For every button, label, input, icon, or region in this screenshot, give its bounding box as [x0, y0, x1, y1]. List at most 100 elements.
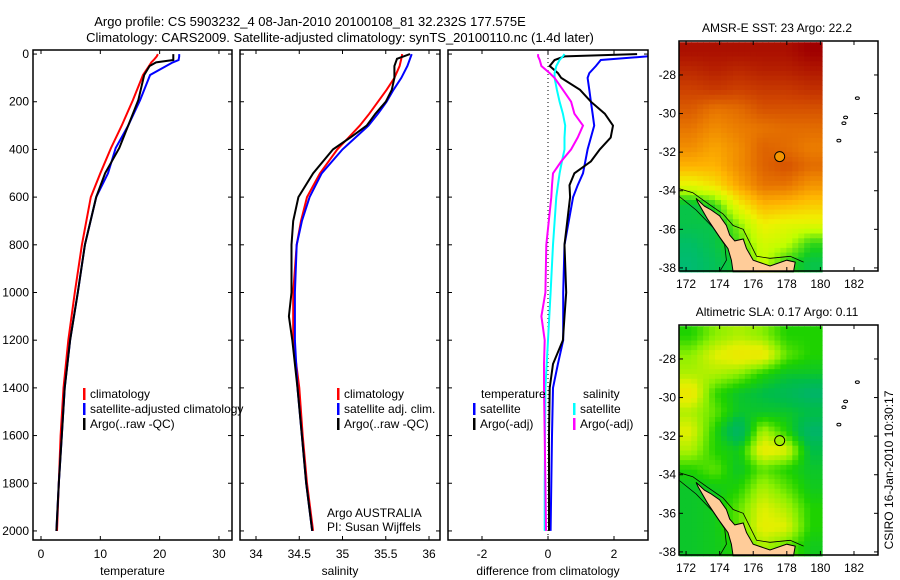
heatmap-cell — [762, 464, 770, 471]
heatmap-cell — [709, 359, 716, 365]
heatmap-cell — [721, 469, 728, 476]
heatmap-cell — [792, 200, 799, 206]
heatmap-cell — [685, 359, 692, 365]
heatmap-cell — [691, 527, 698, 533]
x-tick-label: 10 — [94, 547, 108, 561]
heatmap-cell — [816, 531, 823, 538]
heatmap-cell — [804, 109, 811, 115]
heatmap-cell — [744, 436, 752, 442]
heatmap-cell — [732, 359, 740, 365]
heatmap-cell — [709, 252, 716, 258]
heatmap-cell — [786, 431, 793, 437]
heatmap-cell — [709, 257, 716, 263]
heatmap-cell — [786, 152, 793, 158]
heatmap-cell — [750, 166, 758, 172]
heatmap-cell — [750, 51, 758, 58]
heatmap-cell — [780, 474, 787, 480]
heatmap-cell — [726, 335, 734, 342]
heatmap-cell — [792, 460, 799, 466]
heatmap-cell — [774, 498, 781, 504]
heatmap-cell — [798, 484, 805, 490]
heatmap-cell — [768, 350, 775, 356]
heatmap-cell — [768, 190, 775, 196]
heatmap-cell — [756, 469, 764, 476]
heatmap-cell — [732, 104, 740, 110]
heatmap-cell — [685, 228, 692, 235]
heatmap-cell — [685, 464, 692, 471]
heatmap-cell — [721, 204, 728, 211]
heatmap-cell — [768, 421, 775, 428]
heatmap-cell — [780, 219, 787, 225]
heatmap-cell — [685, 80, 692, 86]
heatmap-cell — [691, 118, 698, 125]
heatmap-cell — [738, 421, 746, 428]
heatmap-cell — [816, 252, 823, 258]
heatmap-cell — [721, 431, 728, 437]
heatmap-cell — [810, 441, 817, 447]
heatmap-cell — [732, 118, 740, 125]
heatmap-cell — [732, 85, 740, 91]
heatmap-cell — [780, 257, 787, 263]
heatmap-cell — [762, 527, 770, 533]
heatmap-cell — [726, 56, 734, 62]
heatmap-cell — [721, 152, 728, 158]
heatmap-cell — [798, 517, 805, 523]
heatmap-cell — [816, 99, 823, 105]
heatmap-cell — [738, 350, 746, 356]
heatmap-cell — [709, 42, 716, 48]
heatmap-cell — [756, 152, 764, 158]
heatmap-cell — [792, 243, 799, 249]
heatmap-cell — [709, 488, 716, 495]
heatmap-cell — [774, 450, 781, 456]
heatmap-cell — [703, 369, 710, 375]
heatmap-cell — [768, 335, 775, 342]
heatmap-cells — [679, 326, 823, 557]
heatmap-cell — [691, 374, 698, 380]
heatmap-cell — [756, 417, 764, 423]
heatmap-cell — [774, 326, 781, 332]
heatmap-cell — [703, 546, 710, 552]
heatmap-cell — [697, 233, 704, 239]
heatmap-cell — [685, 402, 692, 409]
heatmap-cell — [786, 209, 793, 215]
heatmap-cell — [810, 417, 817, 423]
heatmap-cell — [732, 90, 740, 96]
heatmap-cell — [726, 171, 734, 177]
heatmap-cell — [798, 512, 805, 519]
heatmap-cell — [774, 484, 781, 490]
heatmap-cell — [750, 374, 758, 380]
heatmap-cell — [780, 56, 787, 62]
heatmap-cell — [691, 147, 698, 153]
heatmap-cell — [792, 262, 799, 268]
heatmap-cell — [703, 267, 710, 273]
heatmap-cell — [697, 531, 704, 538]
heatmap-cells — [679, 42, 823, 273]
heatmap-cell — [750, 350, 758, 356]
x-tick-label: 176 — [743, 277, 763, 291]
heatmap-cell — [810, 228, 817, 235]
heatmap-cell — [738, 484, 746, 490]
heatmap-cell — [744, 417, 752, 423]
heatmap-cell — [816, 267, 823, 273]
heatmap-cell — [756, 147, 764, 153]
heatmap-cell — [810, 335, 817, 342]
heatmap-cell — [697, 46, 704, 53]
heatmap-cell — [792, 94, 799, 101]
heatmap-cell — [726, 350, 734, 356]
heatmap-cell — [756, 527, 764, 533]
heatmap-cell — [804, 171, 811, 177]
heatmap-cell — [816, 42, 823, 48]
heatmap-cell — [679, 488, 686, 495]
heatmap-cell — [780, 128, 787, 134]
heatmap-cell — [703, 123, 710, 129]
heatmap-cell — [709, 330, 716, 337]
heatmap-cell — [685, 104, 692, 110]
heatmap-cell — [703, 147, 710, 153]
heatmap-cell — [685, 517, 692, 523]
heatmap-cell — [709, 541, 716, 547]
heatmap-cell — [792, 171, 799, 177]
heatmap-cell — [816, 345, 823, 351]
heatmap-cell — [679, 243, 686, 249]
heatmap-cell — [786, 426, 793, 432]
heatmap-cell — [804, 247, 811, 254]
